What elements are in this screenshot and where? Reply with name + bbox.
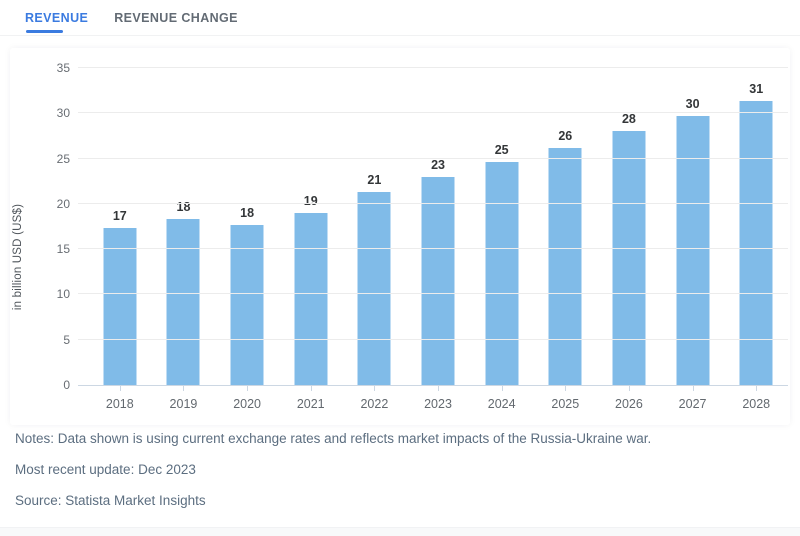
tab-revenue-label: REVENUE [25,10,89,25]
gridline-35 [78,67,788,68]
update-text: Most recent update: Dec 2023 [15,462,196,477]
tab-bar: REVENUE REVENUE CHANGE [0,0,800,36]
y-tick-label-0: 0 [63,378,70,392]
bar-value-label-2025: 26 [558,128,573,143]
bar-column-2025: 26 2025 [533,68,597,411]
bar-column-2028: 31 2028 [724,68,788,411]
x-axis-tick-2019 [183,386,185,391]
gridline-10 [78,293,788,295]
tab-revenue[interactable]: REVENUE [25,1,88,35]
bar-2024[interactable] [485,162,519,385]
notes-text: Notes: Data shown is using current excha… [15,431,652,446]
y-axis-title: in billion USD (US$) [12,203,24,311]
bar-column-2023: 23 2023 [406,68,470,411]
active-tab-underline [26,29,63,33]
bar-2018[interactable] [103,228,137,385]
gridline-20 [78,202,788,204]
bar-2027[interactable] [676,116,710,385]
gridline-30 [78,112,788,114]
bar-column-2020: 18 2020 [215,68,279,411]
bar-2019[interactable] [166,219,200,385]
x-tick-label-2023: 2023 [424,397,452,411]
y-tick-label-15: 15 [56,242,70,257]
x-tick-label-2025: 2025 [551,397,580,411]
x-tick-label-2020: 2020 [233,397,261,411]
tab-revenue-change[interactable]: REVENUE CHANGE [114,1,238,35]
bar-2023[interactable] [421,176,455,385]
y-tick-label-30: 30 [56,106,70,121]
x-axis-tick-2021 [310,386,312,391]
x-axis-line [78,385,788,386]
y-tick-label-35: 35 [56,61,70,75]
x-axis-tick-2026 [628,386,630,391]
bar-column-2022: 21 2022 [343,68,407,411]
bar-2025[interactable] [548,147,582,385]
gridline-15 [78,248,788,250]
source-text: Source: Statista Market Insights [15,493,206,508]
y-tick-label-25: 25 [56,151,70,166]
x-axis-tick-2027 [692,386,694,391]
bar-column-2021: 19 2021 [279,68,343,411]
x-axis-tick-2024 [501,386,503,391]
gridline-5 [78,338,788,340]
y-tick-label-20: 20 [56,196,70,211]
x-axis-tick-2023 [438,386,440,391]
bar-column-2024: 25 2024 [470,68,534,411]
bar-column-2026: 28 2026 [597,68,661,411]
bar-chart-plot: 17 2018 18 2019 18 2020 19 2021 21 2022 23 2023 25 20… [57,61,788,411]
x-tick-label-2024: 2024 [487,397,516,411]
x-tick-label-2021: 2021 [296,397,325,411]
bar-value-label-2028: 31 [749,81,764,96]
tab-revenue-change-label: REVENUE CHANGE [114,10,238,25]
x-tick-label-2019: 2019 [169,397,198,411]
bar-value-label-2026: 28 [621,112,636,127]
x-axis-tick-2018 [119,386,121,391]
bar-value-label-2024: 25 [494,143,509,158]
x-axis-tick-2028 [756,386,758,391]
bar-column-2019: 18 2019 [152,68,216,411]
y-tick-label-10: 10 [56,287,70,302]
bar-2026[interactable] [612,131,646,385]
x-tick-label-2026: 2026 [615,397,643,411]
x-tick-label-2018: 2018 [105,397,134,411]
bar-2021[interactable] [294,212,328,385]
bar-2028[interactable] [739,100,773,385]
bar-value-label-2022: 21 [367,173,382,188]
bar-2020[interactable] [230,224,264,385]
bar-value-label-2023: 23 [431,157,445,172]
bar-value-label-2021: 19 [303,193,318,208]
bars-layer: 17 2018 18 2019 18 2020 19 2021 21 2022 23 2023 25 20… [88,68,788,411]
bar-value-label-2020: 18 [240,205,255,220]
bar-column-2018: 17 2018 [88,68,152,411]
bar-value-label-2027: 30 [685,97,700,112]
gridline-25 [78,157,788,159]
x-axis-tick-2022 [374,386,376,391]
bar-column-2027: 30 2027 [661,68,725,411]
y-tick-label-5: 5 [63,332,70,347]
x-tick-label-2028: 2028 [742,397,771,411]
bottom-strip [0,527,800,536]
x-axis-tick-2025 [565,386,567,391]
chart-footer: Notes: Data shown is using current excha… [15,430,785,523]
x-axis-tick-2020 [247,386,249,391]
x-tick-label-2022: 2022 [360,397,389,411]
bar-value-label-2018: 17 [112,209,127,224]
bar-2022[interactable] [357,192,391,385]
chart-card [10,48,790,425]
x-tick-label-2027: 2027 [678,397,707,411]
